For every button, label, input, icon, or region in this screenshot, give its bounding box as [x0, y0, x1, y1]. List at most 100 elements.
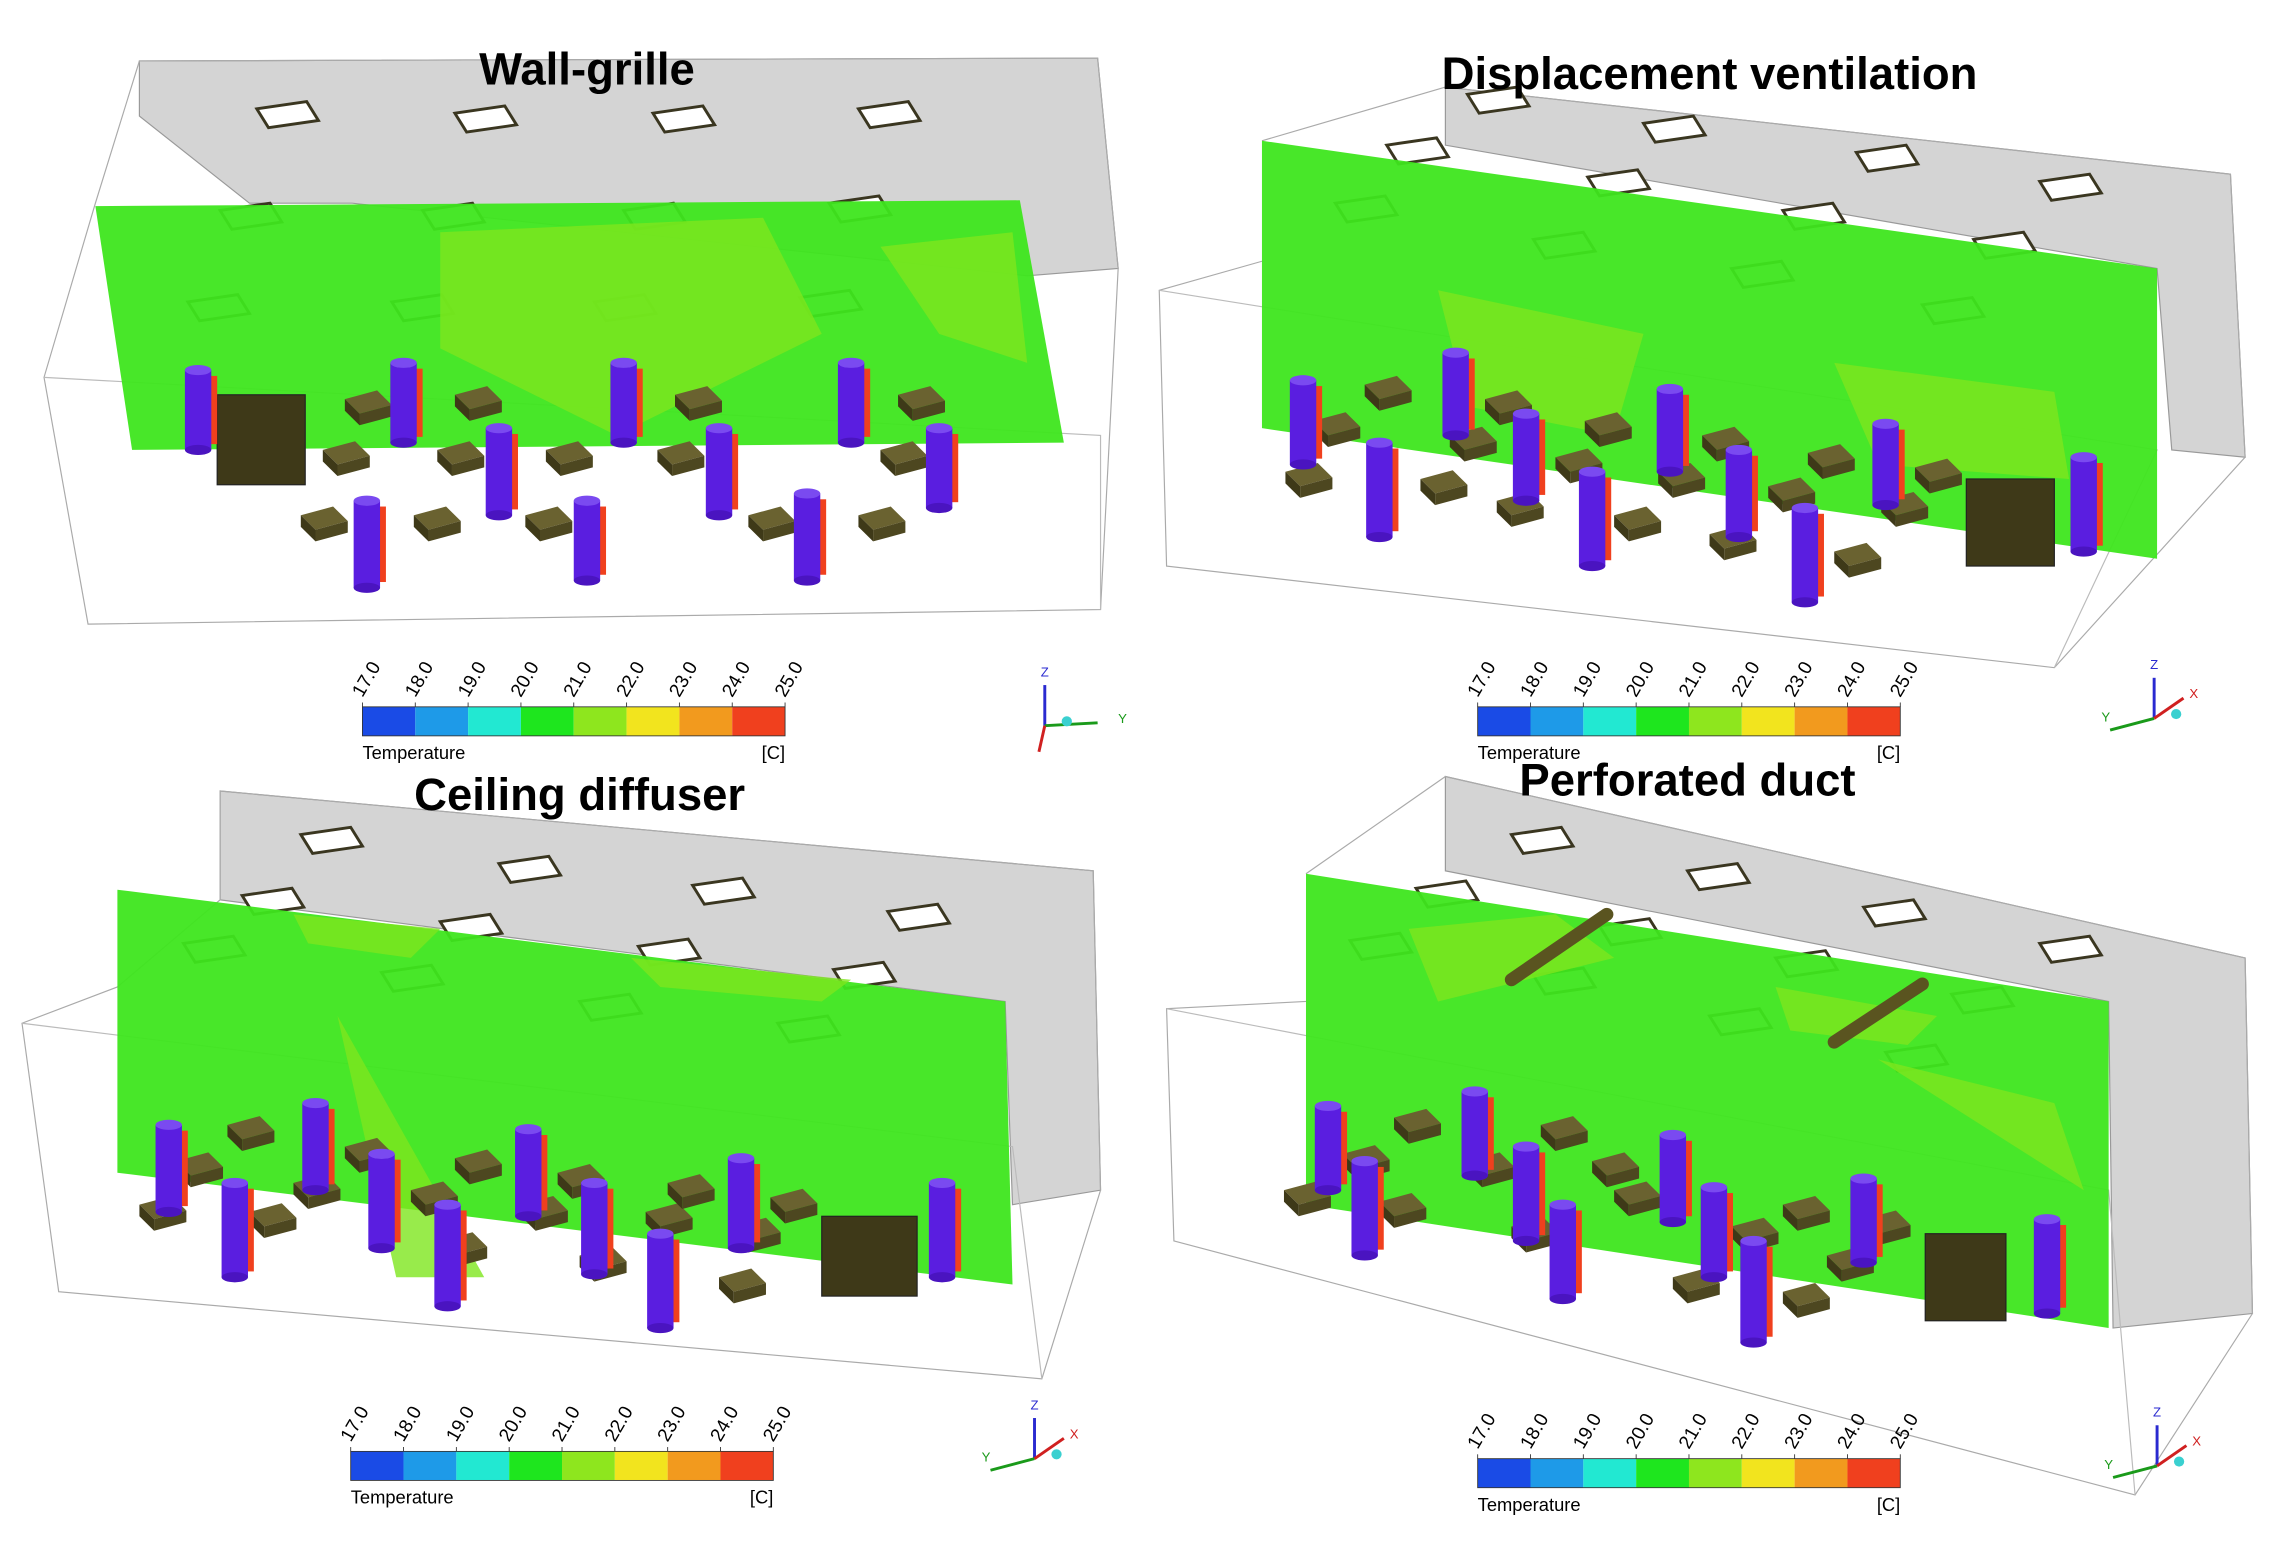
- occupant-heat-red: [598, 506, 607, 575]
- occupant-top: [727, 1153, 755, 1164]
- equipment-front: [190, 1166, 224, 1188]
- colorbar-segment: [720, 1451, 774, 1481]
- equipment-front: [1822, 458, 1855, 479]
- axis-y: [2109, 717, 2155, 732]
- colorbar-segment: [1688, 1458, 1742, 1488]
- axis-y: [2112, 1464, 2158, 1479]
- axis-right-label: X: [1070, 1426, 1079, 1441]
- equipment-side: [557, 1172, 573, 1199]
- occupant-bottom: [221, 1272, 248, 1283]
- colorbar-unit: [C]: [762, 742, 785, 763]
- equipment-side: [1768, 486, 1783, 513]
- occupant-heat-red: [540, 1134, 548, 1211]
- equipment-front: [1327, 426, 1361, 448]
- equipment-front: [689, 400, 722, 421]
- equipment-side: [139, 1204, 155, 1231]
- occupant-bottom: [155, 1206, 182, 1218]
- equipment-front: [1300, 477, 1333, 498]
- occupant: [727, 1158, 755, 1249]
- equipment-side: [1658, 471, 1673, 498]
- colorbar-segment: [667, 1451, 721, 1481]
- equipment-side: [1834, 551, 1849, 578]
- colorbar-segment: [1530, 706, 1584, 736]
- occupant-bottom: [1314, 1185, 1342, 1196]
- axis-z-label: Z: [2153, 1405, 2161, 1420]
- axis-z-label: Z: [1030, 1397, 1038, 1412]
- equipment-side: [454, 394, 470, 421]
- occupant-bottom: [184, 444, 212, 456]
- occupant-bottom: [1442, 430, 1469, 441]
- colorbar-segment: [562, 1451, 615, 1481]
- axis-y: [990, 1457, 1035, 1472]
- temperature-zone: [440, 217, 822, 436]
- occupant-top: [1659, 1129, 1687, 1141]
- colorbar-segment: [1741, 1458, 1795, 1488]
- colorbar-segment: [1688, 706, 1742, 736]
- occupant-top: [1442, 347, 1469, 358]
- colorbar-tick-label: 20.0: [1622, 658, 1659, 700]
- occupant-top: [610, 357, 637, 368]
- occupant-bottom: [1700, 1272, 1728, 1283]
- equipment-front: [912, 400, 946, 421]
- ceiling-grille: [496, 854, 563, 885]
- equipment-front: [1848, 557, 1882, 578]
- occupant: [1351, 1161, 1378, 1256]
- axis-left-label: Y: [2101, 709, 2110, 724]
- axis-right-label: Y: [1118, 711, 1127, 726]
- equipment-top: [1782, 1195, 1830, 1220]
- equipment-front: [1606, 1166, 1640, 1188]
- equipment-front: [337, 455, 370, 477]
- colorbar-unit: [C]: [1877, 1494, 1900, 1515]
- panel: Displacement ventilation 17.0 18.0 19.0 20.0…: [1158, 48, 2246, 763]
- occupant: [1725, 449, 1753, 538]
- occupant-heat-red: [672, 1239, 680, 1323]
- colorbar-tick-label: 23.0: [654, 1403, 691, 1445]
- equipment-side: [1614, 1190, 1629, 1217]
- colorbar-tick-label: 18.0: [390, 1403, 427, 1445]
- occupant-heat-red: [1537, 1152, 1546, 1236]
- occupant-top: [434, 1199, 461, 1210]
- colorbar-tick-label: 20.0: [507, 658, 544, 700]
- occupant-top: [1872, 418, 1899, 429]
- duct: [1827, 977, 1929, 1049]
- equipment-side: [437, 449, 452, 477]
- room-outline: [1165, 775, 2254, 1496]
- equipment-top: [858, 506, 906, 530]
- occupant: [610, 362, 637, 443]
- equipment-front: [264, 1217, 297, 1239]
- colorbar-segment: [1583, 706, 1637, 736]
- room-outline: [43, 57, 1119, 625]
- ceiling-grille: [690, 876, 757, 906]
- temperature-zone: [880, 232, 1028, 363]
- occupant-top: [2070, 452, 2097, 463]
- ceiling-grille: [298, 825, 365, 855]
- occupant-heat-red: [1725, 1193, 1733, 1272]
- occupant-top: [2033, 1214, 2061, 1225]
- colorbar-tick-label: 21.0: [560, 658, 597, 700]
- colorbar-tick-label: 22.0: [1728, 658, 1765, 700]
- colorbar-tick-label: 20.0: [495, 1403, 532, 1445]
- colorbar-segment: [1583, 1458, 1637, 1488]
- occupant-top: [155, 1119, 182, 1130]
- occupant-bottom: [390, 437, 417, 448]
- equipment-side: [454, 1158, 470, 1185]
- equipment-front: [873, 521, 906, 542]
- equipment-front: [1408, 1123, 1441, 1144]
- equipment-front: [540, 521, 573, 542]
- equipment-top: [1807, 444, 1855, 468]
- cabinet: [821, 1215, 918, 1297]
- occupant-top: [928, 1177, 956, 1188]
- equipment-side: [1496, 500, 1512, 527]
- equipment-side: [880, 449, 896, 477]
- equipment-top: [1555, 448, 1603, 472]
- colorbar-segment: [573, 706, 627, 736]
- equipment-side: [1702, 435, 1717, 462]
- equipment-top: [1914, 458, 1962, 482]
- occupant-bottom: [515, 1211, 542, 1222]
- colorbar-segment: [415, 706, 469, 736]
- equipment-side: [770, 1197, 786, 1224]
- equipment-front: [1724, 539, 1757, 561]
- equipment-top: [1364, 375, 1412, 400]
- equipment-front: [469, 400, 502, 421]
- occupant-top: [647, 1228, 674, 1239]
